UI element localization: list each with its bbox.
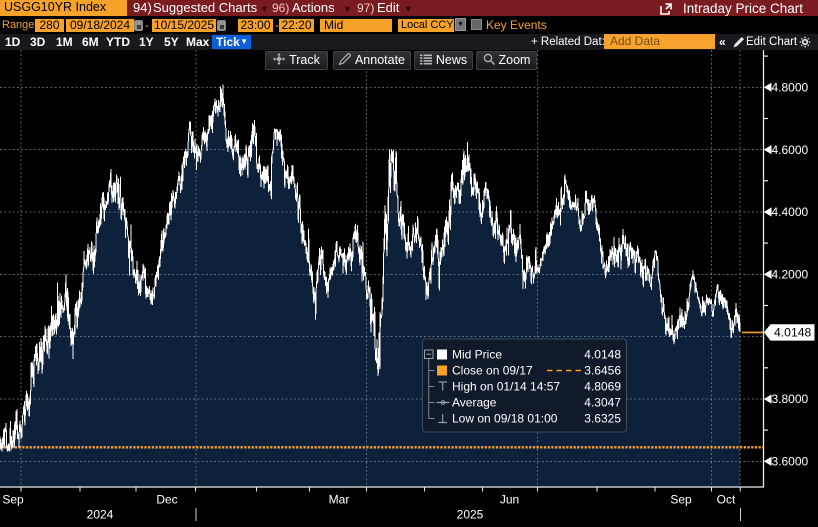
svg-text:Sep: Sep — [670, 493, 692, 507]
svg-text:4.6000: 4.6000 — [772, 143, 809, 157]
svg-text:4.2000: 4.2000 — [772, 268, 809, 282]
svg-text:Oct: Oct — [717, 493, 736, 507]
svg-text:Close on 09/17: Close on 09/17 — [452, 364, 533, 378]
svg-text:3.8000: 3.8000 — [772, 392, 809, 406]
svg-text:Low on 09/18 01:00: Low on 09/18 01:00 — [452, 412, 558, 426]
svg-text:4.3047: 4.3047 — [584, 396, 621, 410]
svg-text:4.0148: 4.0148 — [584, 348, 621, 362]
svg-text:2025: 2025 — [457, 508, 484, 522]
svg-text:4.4000: 4.4000 — [772, 205, 809, 219]
svg-text:Sep: Sep — [2, 493, 24, 507]
svg-text:3.6000: 3.6000 — [772, 455, 809, 469]
svg-text:4.8069: 4.8069 — [584, 380, 621, 394]
svg-text:Mar: Mar — [329, 493, 350, 507]
svg-text:3.6456: 3.6456 — [584, 364, 621, 378]
svg-text:Dec: Dec — [156, 493, 177, 507]
svg-text:Jun: Jun — [500, 493, 519, 507]
svg-text:Mid Price: Mid Price — [452, 348, 502, 362]
svg-text:4.8000: 4.8000 — [772, 81, 809, 95]
svg-text:4.0148: 4.0148 — [774, 326, 811, 340]
svg-text:High on 01/14 14:57: High on 01/14 14:57 — [452, 380, 560, 394]
svg-text:2024: 2024 — [87, 508, 114, 522]
svg-text:Average: Average — [452, 396, 497, 410]
svg-text:3.6325: 3.6325 — [584, 412, 621, 426]
